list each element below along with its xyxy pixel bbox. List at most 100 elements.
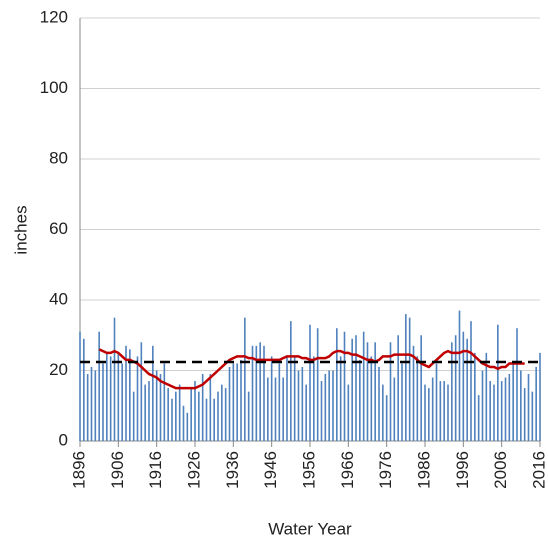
bar [113,317,116,441]
bar [424,384,426,441]
bar [412,345,415,441]
bar [129,349,131,441]
bar [290,321,292,441]
bar [408,317,411,441]
x-tick-label: 1966 [338,451,357,489]
bar [171,398,173,441]
x-tick-label: 1976 [376,451,395,489]
bar [163,363,166,441]
bar [328,370,330,441]
bar [251,345,254,441]
bar [175,391,177,441]
bar [362,331,365,441]
bar [466,338,468,441]
x-tick-label: 1946 [261,451,280,489]
bar [481,370,484,441]
bar [224,388,227,441]
bar [297,370,300,441]
bar [140,342,143,441]
bar [397,335,399,441]
bar [155,370,158,441]
bar [416,356,419,441]
x-tick-label: 1986 [414,451,433,489]
bar [431,377,434,441]
bar [374,342,376,441]
y-tick-label: 80 [49,148,68,167]
bar [144,384,146,441]
x-tick-label: 1916 [146,451,165,489]
bar [428,388,430,441]
bar [213,398,215,441]
bar [500,381,503,441]
bar [136,356,139,441]
bar [286,356,288,441]
bar [516,328,518,441]
bar [278,363,281,441]
bar [267,377,269,441]
bar [447,384,449,441]
bar [240,359,242,441]
bar [539,352,541,441]
bar [316,328,319,441]
bar [336,328,338,441]
bar [359,359,361,441]
y-tick-label: 40 [49,289,68,308]
bar [263,345,265,441]
x-tick-label: 2016 [529,451,548,489]
x-tick-label: 1956 [299,451,318,489]
bar [86,374,89,441]
bar [309,324,311,441]
bar [148,381,150,441]
bar [83,338,85,441]
bar [79,331,81,441]
bar [282,377,284,441]
x-tick-label: 2006 [491,451,510,489]
bar [462,331,465,441]
bar [451,342,453,441]
bar [435,363,438,441]
bar [228,366,231,441]
bar [190,388,192,441]
bar [477,395,480,441]
bar [324,374,327,441]
bar [474,352,476,441]
bar [531,391,534,441]
bar [106,352,108,441]
bar [351,338,353,441]
bar [347,384,350,441]
bar [198,391,200,441]
bar [178,384,181,441]
bar [393,377,396,441]
bar [159,374,162,441]
y-tick-label: 0 [59,430,68,449]
bar [274,377,277,441]
bar [293,356,296,441]
y-tick-label: 120 [40,7,68,26]
bar [259,342,261,441]
bar [485,352,488,441]
bar [313,356,315,441]
bar [209,374,212,441]
bar [401,363,403,441]
x-tick-label: 1926 [184,451,203,489]
y-tick-label: 20 [49,360,68,379]
bar [305,384,307,441]
bar [217,391,219,441]
bar [109,356,112,441]
y-tick-label: 60 [49,219,68,238]
bar [508,374,511,441]
bar [255,345,258,441]
bar [98,331,100,441]
bar [489,381,491,441]
x-axis-label: Water Year [268,519,352,538]
bar [523,388,526,441]
bar [527,374,530,441]
bar [470,321,472,441]
bar [117,352,120,441]
y-axis-label: inches [11,205,30,254]
y-tick-label: 100 [40,78,68,97]
bar [125,345,127,441]
bar [497,324,499,441]
bar [385,395,388,441]
